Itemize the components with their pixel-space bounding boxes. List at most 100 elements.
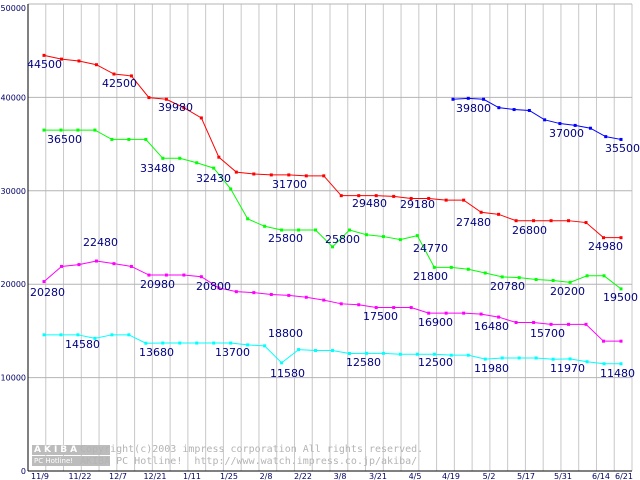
data-point: [229, 187, 233, 191]
data-point: [444, 311, 448, 315]
data-label: 35500: [605, 142, 640, 155]
data-label: 21800: [413, 270, 448, 283]
x-tick-label: 6/14: [592, 472, 610, 480]
data-point: [602, 236, 606, 240]
data-point: [147, 96, 151, 100]
data-label: 39800: [456, 102, 491, 115]
data-point: [364, 233, 368, 237]
data-point: [164, 273, 168, 277]
data-point: [252, 172, 256, 176]
data-point: [304, 295, 308, 299]
data-label: 33480: [140, 162, 175, 175]
data-point: [161, 156, 165, 160]
data-point: [94, 63, 98, 67]
data-point: [364, 351, 368, 355]
data-point: [568, 280, 572, 284]
data-point: [287, 293, 291, 297]
data-point: [287, 173, 291, 177]
data-point: [182, 106, 186, 110]
data-point: [263, 344, 267, 348]
data-label: 12500: [418, 356, 453, 369]
data-point: [77, 263, 81, 267]
series-line: [43, 54, 621, 239]
data-point: [415, 234, 419, 238]
data-point: [199, 116, 203, 120]
data-point: [479, 312, 483, 316]
data-point: [462, 198, 466, 202]
data-labels: 44500 42500 39980 31700 29480 29180 27480 26800…: [27, 58, 640, 380]
data-point: [619, 236, 623, 240]
data-point: [195, 341, 199, 345]
x-tick-label: 5/31: [554, 472, 572, 480]
data-point: [161, 341, 165, 345]
x-tick-label: 4/19: [442, 472, 460, 480]
data-point: [280, 361, 284, 365]
data-point: [263, 224, 267, 228]
data-point: [409, 196, 413, 200]
data-point: [280, 228, 284, 232]
y-tick-label: 10000: [1, 374, 26, 383]
data-point: [76, 333, 80, 337]
y-tick-label: 30000: [1, 187, 26, 196]
data-point: [246, 343, 250, 347]
data-point: [567, 219, 571, 223]
data-point: [432, 352, 436, 356]
data-point: [462, 311, 466, 315]
data-point: [534, 356, 538, 360]
data-point: [449, 265, 453, 269]
data-point: [94, 259, 98, 263]
data-point: [619, 339, 623, 343]
data-point: [584, 322, 588, 326]
y-tick-label: 40000: [1, 93, 26, 102]
x-tick-label: 1/11: [183, 472, 201, 480]
data-point: [347, 228, 351, 232]
data-point: [398, 352, 402, 356]
data-label: 17500: [363, 310, 398, 323]
data-label: 37000: [549, 127, 584, 140]
data-point: [619, 287, 623, 291]
copyright-watermark: AKIBA PC Hotline! Copyright(c)2003 impre…: [32, 444, 592, 470]
data-point: [297, 348, 301, 352]
data-point: [59, 264, 63, 268]
data-point: [147, 273, 151, 277]
data-point: [212, 166, 216, 170]
x-tick-label: 2/22: [294, 472, 312, 480]
x-tick-labels: 11/9 11/22 12/7 12/21 1/11 1/25 2/8 2/22 3/8 3/21…: [31, 472, 633, 480]
data-point: [144, 341, 148, 345]
data-point: [381, 351, 385, 355]
data-label: 24980: [588, 240, 623, 253]
data-label: 32430: [196, 172, 231, 185]
data-label: 14580: [65, 338, 100, 351]
series-lines: [42, 53, 623, 366]
data-label: 20980: [140, 278, 175, 291]
data-point: [500, 275, 504, 279]
data-point: [374, 306, 378, 310]
data-point: [357, 194, 361, 198]
grid: [27, 3, 633, 472]
data-point: [497, 315, 501, 319]
data-point: [602, 339, 606, 343]
data-label: 42500: [102, 77, 137, 90]
data-point: [178, 341, 182, 345]
data-label: 25800: [268, 232, 303, 245]
data-label: 26800: [512, 224, 547, 237]
data-point: [199, 275, 203, 279]
data-point: [588, 126, 592, 130]
data-point: [246, 217, 250, 221]
data-point: [392, 306, 396, 310]
data-point: [532, 219, 536, 223]
data-point: [514, 219, 518, 223]
data-point: [217, 155, 221, 159]
data-point: [93, 336, 97, 340]
data-label: 16900: [418, 316, 453, 329]
data-point: [568, 357, 572, 361]
data-label: 20200: [550, 285, 585, 298]
data-point: [77, 59, 81, 63]
data-label: 36500: [47, 133, 82, 146]
data-point: [534, 278, 538, 282]
data-point: [427, 196, 431, 200]
data-point: [59, 57, 63, 61]
x-tick-label: 12/21: [143, 472, 166, 480]
data-point: [127, 137, 131, 141]
